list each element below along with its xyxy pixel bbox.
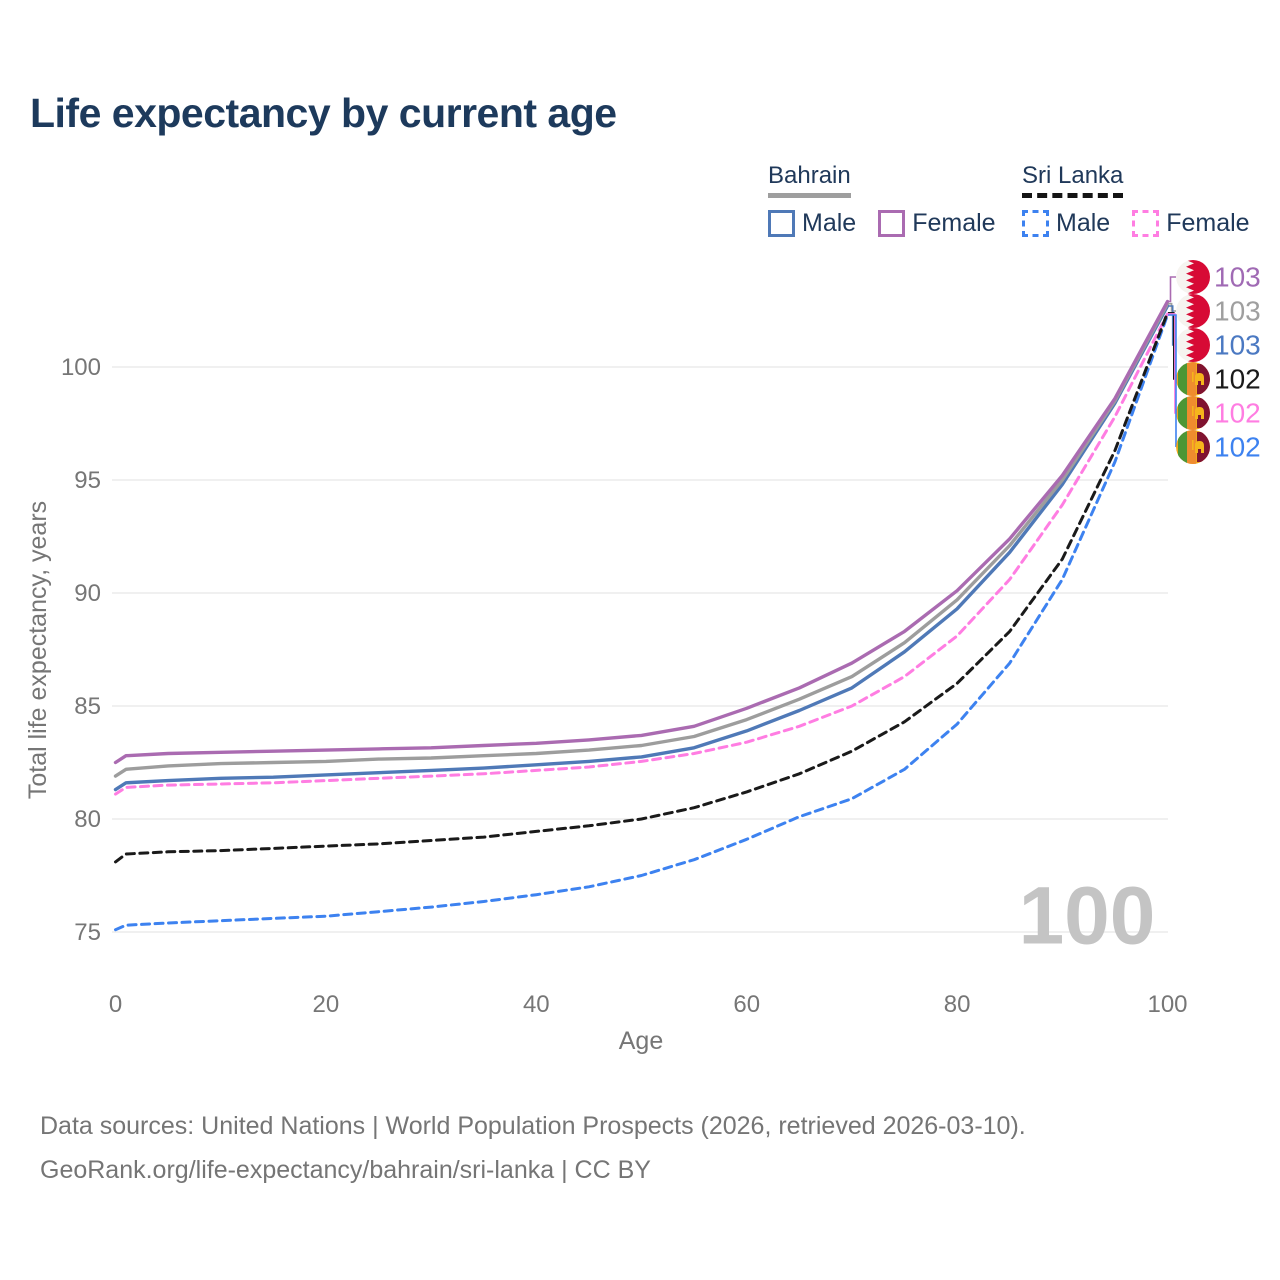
sri-lanka-flag-icon <box>1176 362 1210 396</box>
legend-item-label: Female <box>1166 209 1250 237</box>
end-label-connector <box>1168 314 1177 447</box>
series-line-sri-lanka-male[interactable] <box>114 313 1169 932</box>
x-axis-title: Age <box>619 1027 663 1055</box>
footer-link: GeoRank.org/life-expectancy/bahrain/sri-… <box>40 1156 651 1184</box>
watermark-age-label: 100 <box>1019 871 1156 962</box>
x-axis-tick-label: 80 <box>944 991 971 1018</box>
y-axis-tick-label: 75 <box>74 919 101 946</box>
legend-item-label: Female <box>912 209 996 237</box>
x-axis-tick-label: 0 <box>109 991 122 1018</box>
series-line-sri-lanka-female[interactable] <box>114 312 1169 796</box>
sri-lanka-female-swatch-icon <box>1132 210 1160 237</box>
series-line-sri-lanka-both[interactable] <box>114 311 1169 864</box>
series-line-bahrain-male[interactable] <box>113 304 1170 792</box>
legend-items-bahrain: Male Female <box>768 209 996 238</box>
y-axis-tick-label: 85 <box>74 693 101 720</box>
x-axis-tick-label: 20 <box>313 991 340 1018</box>
end-label-connector <box>1168 302 1176 312</box>
bahrain-male-swatch-icon <box>768 210 795 237</box>
x-axis-tick-label: 40 <box>523 991 550 1018</box>
legend-country-sri-lanka[interactable]: Sri Lanka <box>1022 162 1124 198</box>
bahrain-flag-icon <box>1176 328 1210 362</box>
series-end-value: 102 <box>1214 432 1261 463</box>
legend-group-bahrain: Bahrain Male Female <box>768 162 996 238</box>
end-label-connector <box>1168 276 1176 303</box>
footer: Data sources: United Nations | World Pop… <box>40 1104 1026 1192</box>
y-axis-tick-label: 100 <box>61 354 101 381</box>
y-axis-tick-label: 80 <box>74 806 101 833</box>
legend-items-sri-lanka: Male Female <box>1022 209 1250 238</box>
legend-country-bahrain[interactable]: Bahrain <box>768 162 851 198</box>
legend-item-label: Male <box>1056 209 1111 237</box>
bahrain-flag-icon <box>1176 260 1210 294</box>
series-line-bahrain-both[interactable] <box>113 302 1170 778</box>
y-axis-tick-label: 95 <box>74 467 101 494</box>
legend-group-sri-lanka: Sri Lanka Male Female <box>1022 162 1250 238</box>
series-end-value: 103 <box>1214 262 1261 293</box>
series-end-value: 103 <box>1214 330 1261 361</box>
legend-item-sri-lanka-female[interactable]: Female <box>1132 209 1250 238</box>
sri-lanka-male-swatch-icon <box>1022 210 1049 237</box>
bahrain-female-swatch-icon <box>878 210 906 237</box>
series-end-value: 103 <box>1214 296 1261 327</box>
x-axis-tick-label: 60 <box>733 991 760 1018</box>
x-axis-tick-label: 100 <box>1147 991 1187 1018</box>
series-line-bahrain-female[interactable] <box>113 299 1170 765</box>
y-axis-tick-label: 90 <box>74 580 101 607</box>
legend-item-label: Male <box>802 209 857 237</box>
bahrain-flag-icon <box>1176 294 1210 328</box>
legend-item-sri-lanka-male[interactable]: Male <box>1022 209 1110 238</box>
legend-item-bahrain-male[interactable]: Male <box>768 209 856 238</box>
footer-sources: Data sources: United Nations | World Pop… <box>40 1112 1026 1140</box>
sri-lanka-flag-icon <box>1176 396 1210 430</box>
y-axis-title: Total life expectancy, years <box>24 501 52 799</box>
sri-lanka-flag-icon <box>1176 430 1210 464</box>
page-title: Life expectancy by current age <box>30 90 617 136</box>
series-end-value: 102 <box>1214 398 1261 429</box>
series-end-value: 102 <box>1214 364 1261 395</box>
legend-item-bahrain-female[interactable]: Female <box>878 209 996 238</box>
